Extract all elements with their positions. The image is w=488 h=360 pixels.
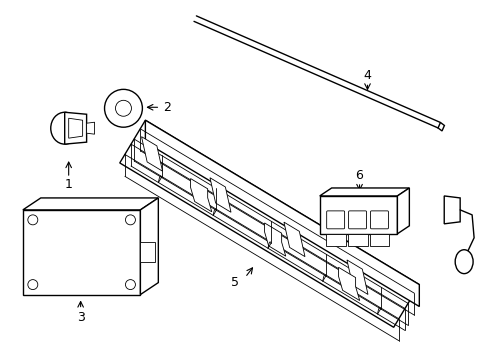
Polygon shape xyxy=(120,120,419,327)
Ellipse shape xyxy=(125,280,135,289)
Ellipse shape xyxy=(104,89,142,127)
Ellipse shape xyxy=(28,280,38,289)
Polygon shape xyxy=(23,198,158,210)
Polygon shape xyxy=(140,198,158,294)
Polygon shape xyxy=(338,267,359,301)
Polygon shape xyxy=(145,120,419,306)
Polygon shape xyxy=(68,118,82,138)
Polygon shape xyxy=(264,223,285,256)
Text: 3: 3 xyxy=(77,311,84,324)
Polygon shape xyxy=(190,179,211,212)
Polygon shape xyxy=(284,222,305,257)
Polygon shape xyxy=(209,178,230,212)
Text: 1: 1 xyxy=(64,179,73,192)
Polygon shape xyxy=(397,188,408,234)
Ellipse shape xyxy=(28,215,38,225)
Ellipse shape xyxy=(115,100,131,116)
Polygon shape xyxy=(141,137,162,171)
Polygon shape xyxy=(140,242,155,262)
Polygon shape xyxy=(437,122,444,131)
Polygon shape xyxy=(319,188,408,196)
Polygon shape xyxy=(319,196,397,234)
Ellipse shape xyxy=(51,112,79,144)
FancyBboxPatch shape xyxy=(326,211,344,229)
FancyBboxPatch shape xyxy=(348,211,366,229)
Ellipse shape xyxy=(454,250,472,274)
Text: 4: 4 xyxy=(363,69,371,82)
Polygon shape xyxy=(443,196,459,224)
FancyBboxPatch shape xyxy=(370,211,387,229)
Polygon shape xyxy=(23,210,140,294)
Text: 5: 5 xyxy=(230,276,239,289)
Text: 2: 2 xyxy=(163,101,171,114)
Polygon shape xyxy=(369,234,388,246)
Polygon shape xyxy=(346,260,367,294)
Text: 6: 6 xyxy=(355,168,363,181)
Polygon shape xyxy=(64,112,86,144)
Polygon shape xyxy=(86,122,94,134)
Polygon shape xyxy=(325,234,345,246)
Ellipse shape xyxy=(125,215,135,225)
Polygon shape xyxy=(347,234,367,246)
